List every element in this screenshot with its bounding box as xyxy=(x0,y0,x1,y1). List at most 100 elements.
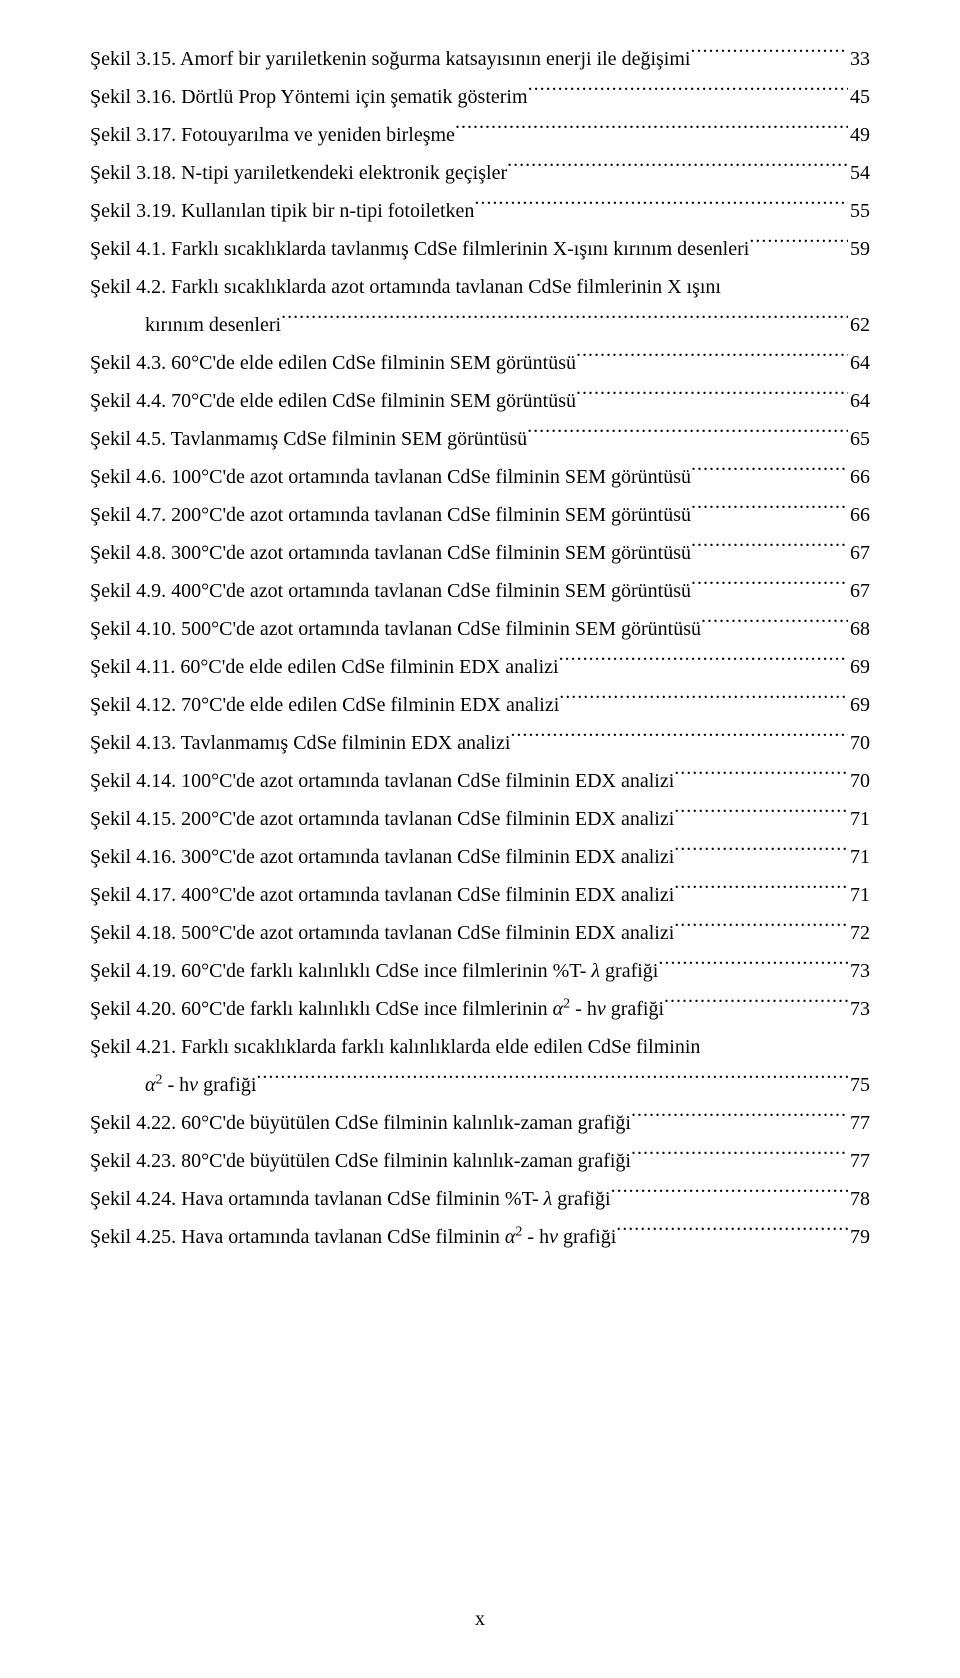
toc-entry-label: α2 - hν grafiği xyxy=(90,1066,256,1104)
toc-entry-page: 71 xyxy=(848,800,870,838)
toc-entry: Şekil 3.15. Amorf bir yarıiletkenin soğu… xyxy=(90,40,870,78)
toc-entry-page: 54 xyxy=(848,154,870,192)
dot-leader xyxy=(281,309,848,331)
page-container: Şekil 3.15. Amorf bir yarıiletkenin soğu… xyxy=(0,0,960,1678)
dot-leader xyxy=(507,157,848,179)
dot-leader xyxy=(674,917,848,939)
toc-entry: Şekil 4.3. 60°C'de elde edilen CdSe film… xyxy=(90,344,870,382)
toc-entry-page: 71 xyxy=(848,838,870,876)
toc-entry-page: 66 xyxy=(848,458,870,496)
dot-leader xyxy=(674,841,848,863)
toc-entry-page: 64 xyxy=(848,344,870,382)
toc-entry: Şekil 4.12. 70°C'de elde edilen CdSe fil… xyxy=(90,686,870,724)
toc-entry-page: 69 xyxy=(848,686,870,724)
toc-entry: Şekil 4.24. Hava ortamında tavlanan CdSe… xyxy=(90,1180,870,1218)
toc-entry-page: 77 xyxy=(848,1104,870,1142)
toc-entry-label: Şekil 4.21. Farklı sıcaklıklarda farklı … xyxy=(90,1028,700,1066)
toc-entry-page: 66 xyxy=(848,496,870,534)
toc-entry: Şekil 4.8. 300°C'de azot ortamında tavla… xyxy=(90,534,870,572)
toc-entry: Şekil 4.22. 60°C'de büyütülen CdSe filmi… xyxy=(90,1104,870,1142)
dot-leader xyxy=(528,81,848,103)
dot-leader xyxy=(674,803,848,825)
toc-entry-page: 70 xyxy=(848,762,870,800)
toc-entry-label: Şekil 4.17. 400°C'de azot ortamında tavl… xyxy=(90,876,674,914)
toc-entry-label: Şekil 4.20. 60°C'de farklı kalınlıklı Cd… xyxy=(90,990,664,1028)
toc-entry: Şekil 4.10. 500°C'de azot ortamında tavl… xyxy=(90,610,870,648)
toc-entry-page: 71 xyxy=(848,876,870,914)
toc-entry-label: Şekil 4.24. Hava ortamında tavlanan CdSe… xyxy=(90,1180,611,1218)
dot-leader xyxy=(256,1069,848,1091)
dot-leader xyxy=(616,1221,848,1243)
toc-entry-page: 73 xyxy=(848,952,870,990)
toc-entry-page: 65 xyxy=(848,420,870,458)
toc-entry-page: 75 xyxy=(848,1066,870,1104)
toc-entry: Şekil 4.1. Farklı sıcaklıklarda tavlanmı… xyxy=(90,230,870,268)
toc-entry-label: Şekil 4.11. 60°C'de elde edilen CdSe fil… xyxy=(90,648,559,686)
toc-entry-page: 79 xyxy=(848,1218,870,1256)
toc-entry-label: Şekil 4.4. 70°C'de elde edilen CdSe film… xyxy=(90,382,576,420)
toc-entry-label: Şekil 4.12. 70°C'de elde edilen CdSe fil… xyxy=(90,686,559,724)
toc-entry-label: Şekil 4.22. 60°C'de büyütülen CdSe filmi… xyxy=(90,1104,631,1142)
toc-entry: Şekil 3.18. N-tipi yarıiletkendeki elekt… xyxy=(90,154,870,192)
toc-entry-page: 69 xyxy=(848,648,870,686)
toc-entry: Şekil 4.15. 200°C'de azot ortamında tavl… xyxy=(90,800,870,838)
dot-leader xyxy=(701,613,848,635)
dot-leader xyxy=(749,233,848,255)
toc-entry: Şekil 4.2. Farklı sıcaklıklarda azot ort… xyxy=(90,268,870,306)
toc-entry-label: kırınım desenleri xyxy=(90,306,281,344)
dot-leader xyxy=(559,651,848,673)
toc-entry-label: Şekil 4.14. 100°C'de azot ortamında tavl… xyxy=(90,762,674,800)
toc-entry-page: 49 xyxy=(848,116,870,154)
dot-leader xyxy=(674,879,848,901)
toc-entry: Şekil 4.21. Farklı sıcaklıklarda farklı … xyxy=(90,1028,870,1066)
toc-entry-page: 78 xyxy=(848,1180,870,1218)
toc-entry: Şekil 4.20. 60°C'de farklı kalınlıklı Cd… xyxy=(90,990,870,1028)
dot-leader xyxy=(691,537,848,559)
dot-leader xyxy=(664,993,848,1015)
page-footer: x xyxy=(0,1600,960,1638)
toc-entry: Şekil 4.13. Tavlanmamış CdSe filminin ED… xyxy=(90,724,870,762)
dot-leader xyxy=(631,1145,848,1167)
toc-entry-page: 73 xyxy=(848,990,870,1028)
dot-leader xyxy=(691,461,848,483)
dot-leader xyxy=(611,1183,848,1205)
toc-entry-label: Şekil 4.25. Hava ortamında tavlanan CdSe… xyxy=(90,1218,616,1256)
list-of-figures: Şekil 3.15. Amorf bir yarıiletkenin soğu… xyxy=(90,40,870,1256)
toc-entry: α2 - hν grafiği 75 xyxy=(90,1066,870,1104)
toc-entry: Şekil 4.19. 60°C'de farklı kalınlıklı Cd… xyxy=(90,952,870,990)
toc-entry: Şekil 4.4. 70°C'de elde edilen CdSe film… xyxy=(90,382,870,420)
toc-entry: Şekil 4.5. Tavlanmamış CdSe filminin SEM… xyxy=(90,420,870,458)
toc-entry-label: Şekil 4.15. 200°C'de azot ortamında tavl… xyxy=(90,800,674,838)
dot-leader xyxy=(474,195,848,217)
toc-entry: Şekil 4.9. 400°C'de azot ortamında tavla… xyxy=(90,572,870,610)
dot-leader xyxy=(455,119,848,141)
toc-entry-label: Şekil 4.19. 60°C'de farklı kalınlıklı Cd… xyxy=(90,952,658,990)
dot-leader xyxy=(658,955,848,977)
toc-entry: Şekil 4.6. 100°C'de azot ortamında tavla… xyxy=(90,458,870,496)
toc-entry-page: 55 xyxy=(848,192,870,230)
page-number-roman: x xyxy=(475,1608,485,1630)
dot-leader xyxy=(559,689,848,711)
toc-entry: Şekil 4.23. 80°C'de büyütülen CdSe filmi… xyxy=(90,1142,870,1180)
toc-entry: Şekil 4.18. 500°C'de azot ortamında tavl… xyxy=(90,914,870,952)
toc-entry-label: Şekil 4.10. 500°C'de azot ortamında tavl… xyxy=(90,610,701,648)
dot-leader xyxy=(631,1107,848,1129)
toc-entry-label: Şekil 4.18. 500°C'de azot ortamında tavl… xyxy=(90,914,674,952)
toc-entry: Şekil 3.17. Fotouyarılma ve yeniden birl… xyxy=(90,116,870,154)
dot-leader xyxy=(691,499,848,521)
dot-leader xyxy=(674,765,848,787)
toc-entry-page: 62 xyxy=(848,306,870,344)
toc-entry-page: 33 xyxy=(848,40,870,78)
dot-leader xyxy=(690,43,848,65)
toc-entry: Şekil 4.16. 300°C'de azot ortamında tavl… xyxy=(90,838,870,876)
toc-entry-label: Şekil 4.7. 200°C'de azot ortamında tavla… xyxy=(90,496,691,534)
toc-entry: Şekil 4.14. 100°C'de azot ortamında tavl… xyxy=(90,762,870,800)
toc-entry-page: 70 xyxy=(848,724,870,762)
toc-entry-page: 67 xyxy=(848,534,870,572)
toc-entry-page: 45 xyxy=(848,78,870,116)
toc-entry-label: Şekil 4.16. 300°C'de azot ortamında tavl… xyxy=(90,838,674,876)
toc-entry-label: Şekil 3.15. Amorf bir yarıiletkenin soğu… xyxy=(90,40,690,78)
dot-leader xyxy=(691,575,848,597)
toc-entry-label: Şekil 4.6. 100°C'de azot ortamında tavla… xyxy=(90,458,691,496)
toc-entry-label: Şekil 3.17. Fotouyarılma ve yeniden birl… xyxy=(90,116,455,154)
